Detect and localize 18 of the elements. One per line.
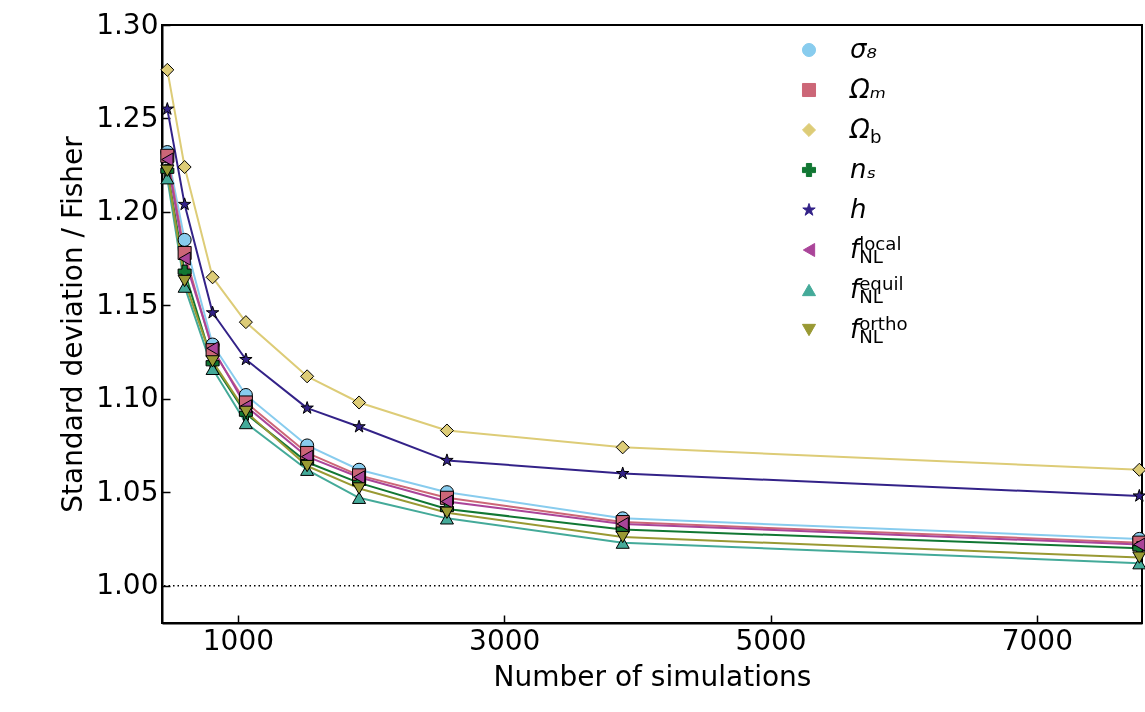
y-tick-label: 1.00 [96,568,159,602]
y-tick-label: 1.25 [96,100,159,134]
y-tick-label: 1.05 [96,474,159,508]
y-tick-label: 1.20 [96,194,159,228]
y-axis-title: Standard deviation / Fisher [56,135,90,513]
y-tick-label: 1.10 [96,381,159,415]
x-axis-title: Number of simulations [493,659,812,693]
legend-label: Ω$_{b}$ [849,114,882,148]
legend-label: h [850,194,867,224]
legend-label: Ωₘ [849,74,887,104]
y-tick-label: 1.15 [96,287,159,321]
legend-label: nₛ [850,154,877,184]
y-tick-label: 1.30 [96,7,159,41]
x-tick-label: 3000 [469,623,541,657]
x-tick-label: 7000 [1001,623,1073,657]
x-tick-label: 1000 [202,623,275,657]
x-tick-label: 5000 [735,623,807,657]
legend-label: σ₈ [850,34,877,64]
